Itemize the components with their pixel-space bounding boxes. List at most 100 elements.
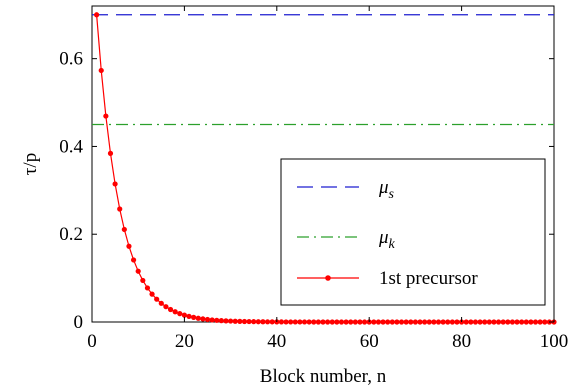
data-point xyxy=(223,318,229,324)
data-point xyxy=(408,319,414,325)
data-point xyxy=(94,12,100,18)
data-point xyxy=(144,285,151,291)
data-point xyxy=(149,291,155,297)
data-point xyxy=(232,318,238,324)
data-point xyxy=(343,319,349,325)
data-point xyxy=(292,319,298,325)
data-point xyxy=(140,277,146,284)
legend-marker xyxy=(325,275,331,281)
data-point xyxy=(181,312,187,318)
data-point xyxy=(98,67,104,74)
y-tick-label: 0 xyxy=(74,312,84,333)
data-point xyxy=(177,311,183,317)
data-point xyxy=(112,181,118,187)
data-point xyxy=(394,319,400,325)
y-tick-label: 0.6 xyxy=(59,49,83,70)
data-point xyxy=(264,319,271,325)
ticks-layer: 0 20 40 60 80 100 0 0.2 0.4 0.6 xyxy=(59,6,568,352)
data-point xyxy=(338,319,345,325)
data-point xyxy=(454,319,460,325)
data-point xyxy=(172,309,178,315)
data-point xyxy=(126,243,132,249)
data-point xyxy=(107,150,114,156)
x-tick-label: 60 xyxy=(360,331,379,352)
data-point xyxy=(371,319,377,325)
data-point xyxy=(191,314,197,320)
data-point xyxy=(422,319,428,325)
data-point xyxy=(468,319,474,325)
x-tick-label: 80 xyxy=(452,331,471,352)
data-point xyxy=(389,319,395,325)
data-point xyxy=(523,319,529,325)
data-point xyxy=(204,316,211,323)
x-tick-label: 100 xyxy=(540,331,569,352)
data-point xyxy=(186,313,192,319)
data-point xyxy=(440,319,446,325)
data-point xyxy=(163,304,169,310)
data-point xyxy=(352,319,358,325)
data-point xyxy=(195,315,201,321)
legend-label-0: μs xyxy=(378,177,395,202)
data-point xyxy=(385,319,391,325)
data-point xyxy=(532,319,539,325)
data-point xyxy=(495,319,502,325)
data-point xyxy=(519,319,525,325)
data-point xyxy=(306,319,312,325)
data-point xyxy=(514,319,520,325)
data-point xyxy=(380,319,386,325)
data-point xyxy=(218,318,224,324)
data-point xyxy=(329,319,335,325)
legend-box xyxy=(280,158,546,306)
legend-label-2: 1st precursor xyxy=(379,268,478,289)
data-point xyxy=(375,319,382,325)
data-point xyxy=(255,319,261,325)
legend: μs μk 1st precursor xyxy=(280,158,546,306)
data-point xyxy=(431,319,437,325)
data-point xyxy=(158,300,164,306)
data-point xyxy=(237,318,243,324)
data-point xyxy=(412,319,418,325)
data-point xyxy=(491,319,497,325)
data-point xyxy=(103,113,109,119)
data-point xyxy=(509,319,516,325)
data-point xyxy=(117,206,123,212)
data-point xyxy=(283,319,289,325)
data-point xyxy=(241,318,248,325)
data-point xyxy=(472,319,479,325)
data-point xyxy=(315,319,321,325)
data-point xyxy=(357,319,363,325)
data-point xyxy=(200,316,206,322)
x-axis-label: Block number, n xyxy=(260,366,387,387)
data-point xyxy=(505,319,511,325)
data-point xyxy=(209,317,215,323)
x-tick-label: 0 xyxy=(87,331,97,352)
data-point xyxy=(214,317,220,323)
data-point xyxy=(417,319,423,325)
legend-label-1: μk xyxy=(378,227,396,252)
series-layer xyxy=(92,12,557,325)
data-point xyxy=(301,319,308,325)
data-point xyxy=(477,319,483,325)
data-point xyxy=(297,319,303,325)
data-point xyxy=(325,319,331,325)
data-point xyxy=(542,319,548,325)
data-point xyxy=(398,319,405,325)
data-point xyxy=(121,226,127,233)
y-tick-label: 0.2 xyxy=(59,224,83,245)
data-point xyxy=(251,319,257,325)
data-point xyxy=(486,319,492,325)
data-point xyxy=(228,318,234,324)
data-point xyxy=(135,268,141,274)
data-point xyxy=(130,257,137,263)
data-point xyxy=(528,319,534,325)
data-point xyxy=(426,319,432,325)
data-point xyxy=(260,319,266,325)
data-point xyxy=(463,319,469,325)
data-point xyxy=(154,296,160,302)
y-tick-label: 0.4 xyxy=(59,136,83,157)
data-point xyxy=(278,319,285,325)
data-point xyxy=(445,319,451,325)
data-point xyxy=(320,319,326,325)
y-axis-label: τ/p xyxy=(20,153,41,175)
